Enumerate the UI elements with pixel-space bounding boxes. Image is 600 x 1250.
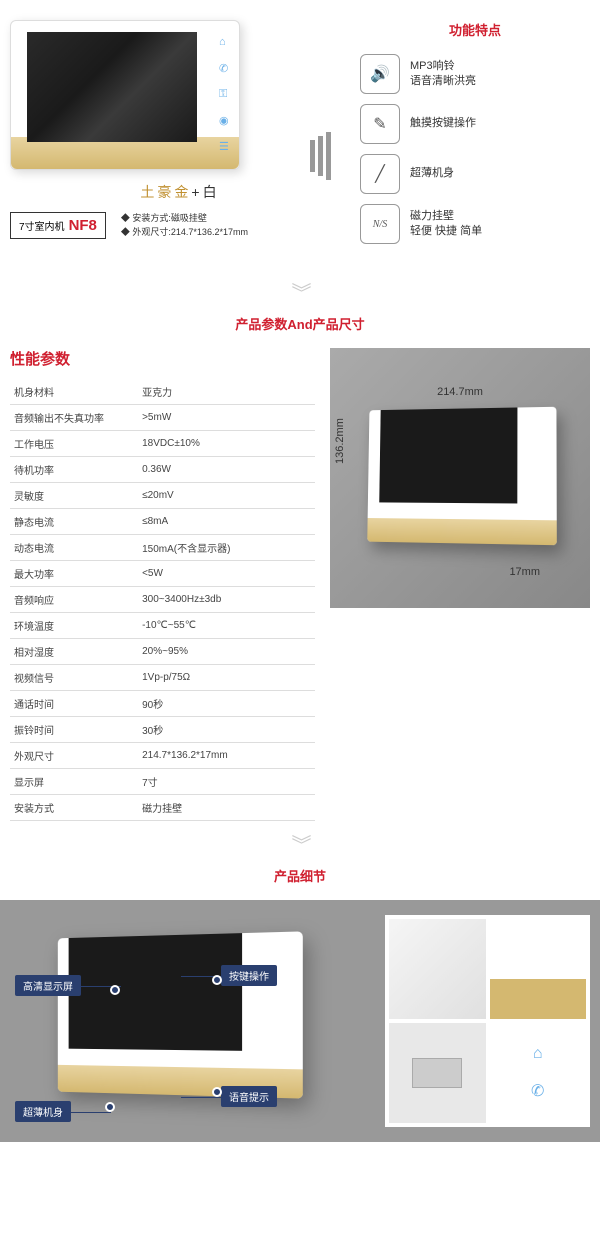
feature-icon: ╱ [360, 154, 400, 194]
home-icon: ⌂ [219, 36, 231, 48]
thumb-mount [389, 1023, 486, 1123]
spec-label: 灵敏度 [10, 483, 138, 509]
spec-label: 最大功率 [10, 561, 138, 587]
callout-buttons: 按键操作 [221, 965, 277, 986]
spec-value: 300~3400Hz±3db [138, 587, 315, 613]
spec-label: 音频响应 [10, 587, 138, 613]
spec-label: 通话时间 [10, 691, 138, 717]
features-title: 功能特点 [360, 20, 590, 39]
feature-icon: ✎ [360, 104, 400, 144]
spec-value: <5W [138, 561, 315, 587]
spec-label: 相对湿度 [10, 639, 138, 665]
specs-table: 性能参数 机身材料亚克力音频输出不失真功率>5mW工作电压18VDC±10%待机… [10, 348, 315, 821]
settings-icon: ☰ [219, 140, 231, 152]
spec-value: 磁力挂壁 [138, 795, 315, 821]
spec-label: 显示屏 [10, 769, 138, 795]
callout-slim: 超薄机身 [15, 1101, 71, 1122]
spec-label: 环境温度 [10, 613, 138, 639]
spec-value: 150mA(不含显示器) [138, 535, 315, 561]
spec-label: 视频信号 [10, 665, 138, 691]
divider-icon: ︾ [0, 829, 600, 858]
product-hero: ⌂ ✆ ⚿ ◉ ☰ 土豪金+白 7寸室内机 NF8 ◆ 安装方式:磁吸挂壁 ◆ … [10, 20, 350, 254]
monitor-icon: ◉ [219, 114, 231, 126]
model-specs: ◆ 安装方式:磁吸挂壁 ◆ 外观尺寸:214.7*136.2*17mm [121, 212, 248, 239]
color-label: 土豪金+白 [10, 182, 350, 202]
spec-label: 音频输出不失真功率 [10, 405, 138, 431]
spec-value: 20%~95% [138, 639, 315, 665]
spec-value: 214.7*136.2*17mm [138, 743, 315, 769]
detail-thumbnails: ⌂✆ [385, 915, 590, 1127]
feature-text: 磁力挂壁轻便 快捷 简单 [410, 209, 482, 240]
spec-value: 18VDC±10% [138, 431, 315, 457]
thumb-icons: ⌂✆ [490, 1023, 587, 1123]
divider-icon: ︾ [0, 277, 600, 306]
model-badge: 7寸室内机 NF8 [10, 212, 106, 239]
feature-text: MP3响铃语音清晰洪亮 [410, 59, 476, 90]
spec-value: -10℃~55℃ [138, 613, 315, 639]
spec-label: 外观尺寸 [10, 743, 138, 769]
spec-label: 安装方式 [10, 795, 138, 821]
specs-title: 性能参数 [10, 348, 315, 369]
spec-label: 振铃时间 [10, 717, 138, 743]
section-title-details: 产品细节 [0, 866, 600, 885]
section-title-specs: 产品参数And产品尺寸 [0, 314, 600, 333]
spec-value: 0.36W [138, 457, 315, 483]
features-list: 功能特点 🔊 MP3响铃语音清晰洪亮 ✎ 触摸按键操作 ╱ 超薄机身 N/S 磁力挂壁轻便 快… [360, 20, 590, 254]
spec-value: 30秒 [138, 717, 315, 743]
spec-value: ≤20mV [138, 483, 315, 509]
feature-text: 超薄机身 [410, 166, 454, 181]
callout-display: 高清显示屏 [15, 975, 81, 996]
phone-icon: ✆ [219, 62, 231, 74]
dimensions-diagram: 214.7mm 136.2mm 17mm [330, 348, 590, 608]
spec-label: 静态电流 [10, 509, 138, 535]
feature-icon: N/S [360, 204, 400, 244]
spec-value: 90秒 [138, 691, 315, 717]
spec-value: ≤8mA [138, 509, 315, 535]
spec-value: 亚克力 [138, 379, 315, 405]
unlock-icon: ⚿ [219, 88, 231, 100]
spec-label: 待机功率 [10, 457, 138, 483]
feature-text: 触摸按键操作 [410, 116, 476, 131]
device-mockup: ⌂ ✆ ⚿ ◉ ☰ [10, 20, 240, 170]
spec-label: 工作电压 [10, 431, 138, 457]
arrow-decoration [310, 140, 331, 180]
thumb-back [389, 919, 486, 1019]
spec-label: 动态电流 [10, 535, 138, 561]
detail-callouts: 高清显示屏 超薄机身 按键操作 语音提示 [10, 915, 377, 1127]
spec-value: 7寸 [138, 769, 315, 795]
feature-icon: 🔊 [360, 54, 400, 94]
callout-voice: 语音提示 [221, 1086, 277, 1107]
spec-value: >5mW [138, 405, 315, 431]
spec-label: 机身材料 [10, 379, 138, 405]
thumb-side [490, 919, 587, 1019]
spec-value: 1Vp-p/75Ω [138, 665, 315, 691]
